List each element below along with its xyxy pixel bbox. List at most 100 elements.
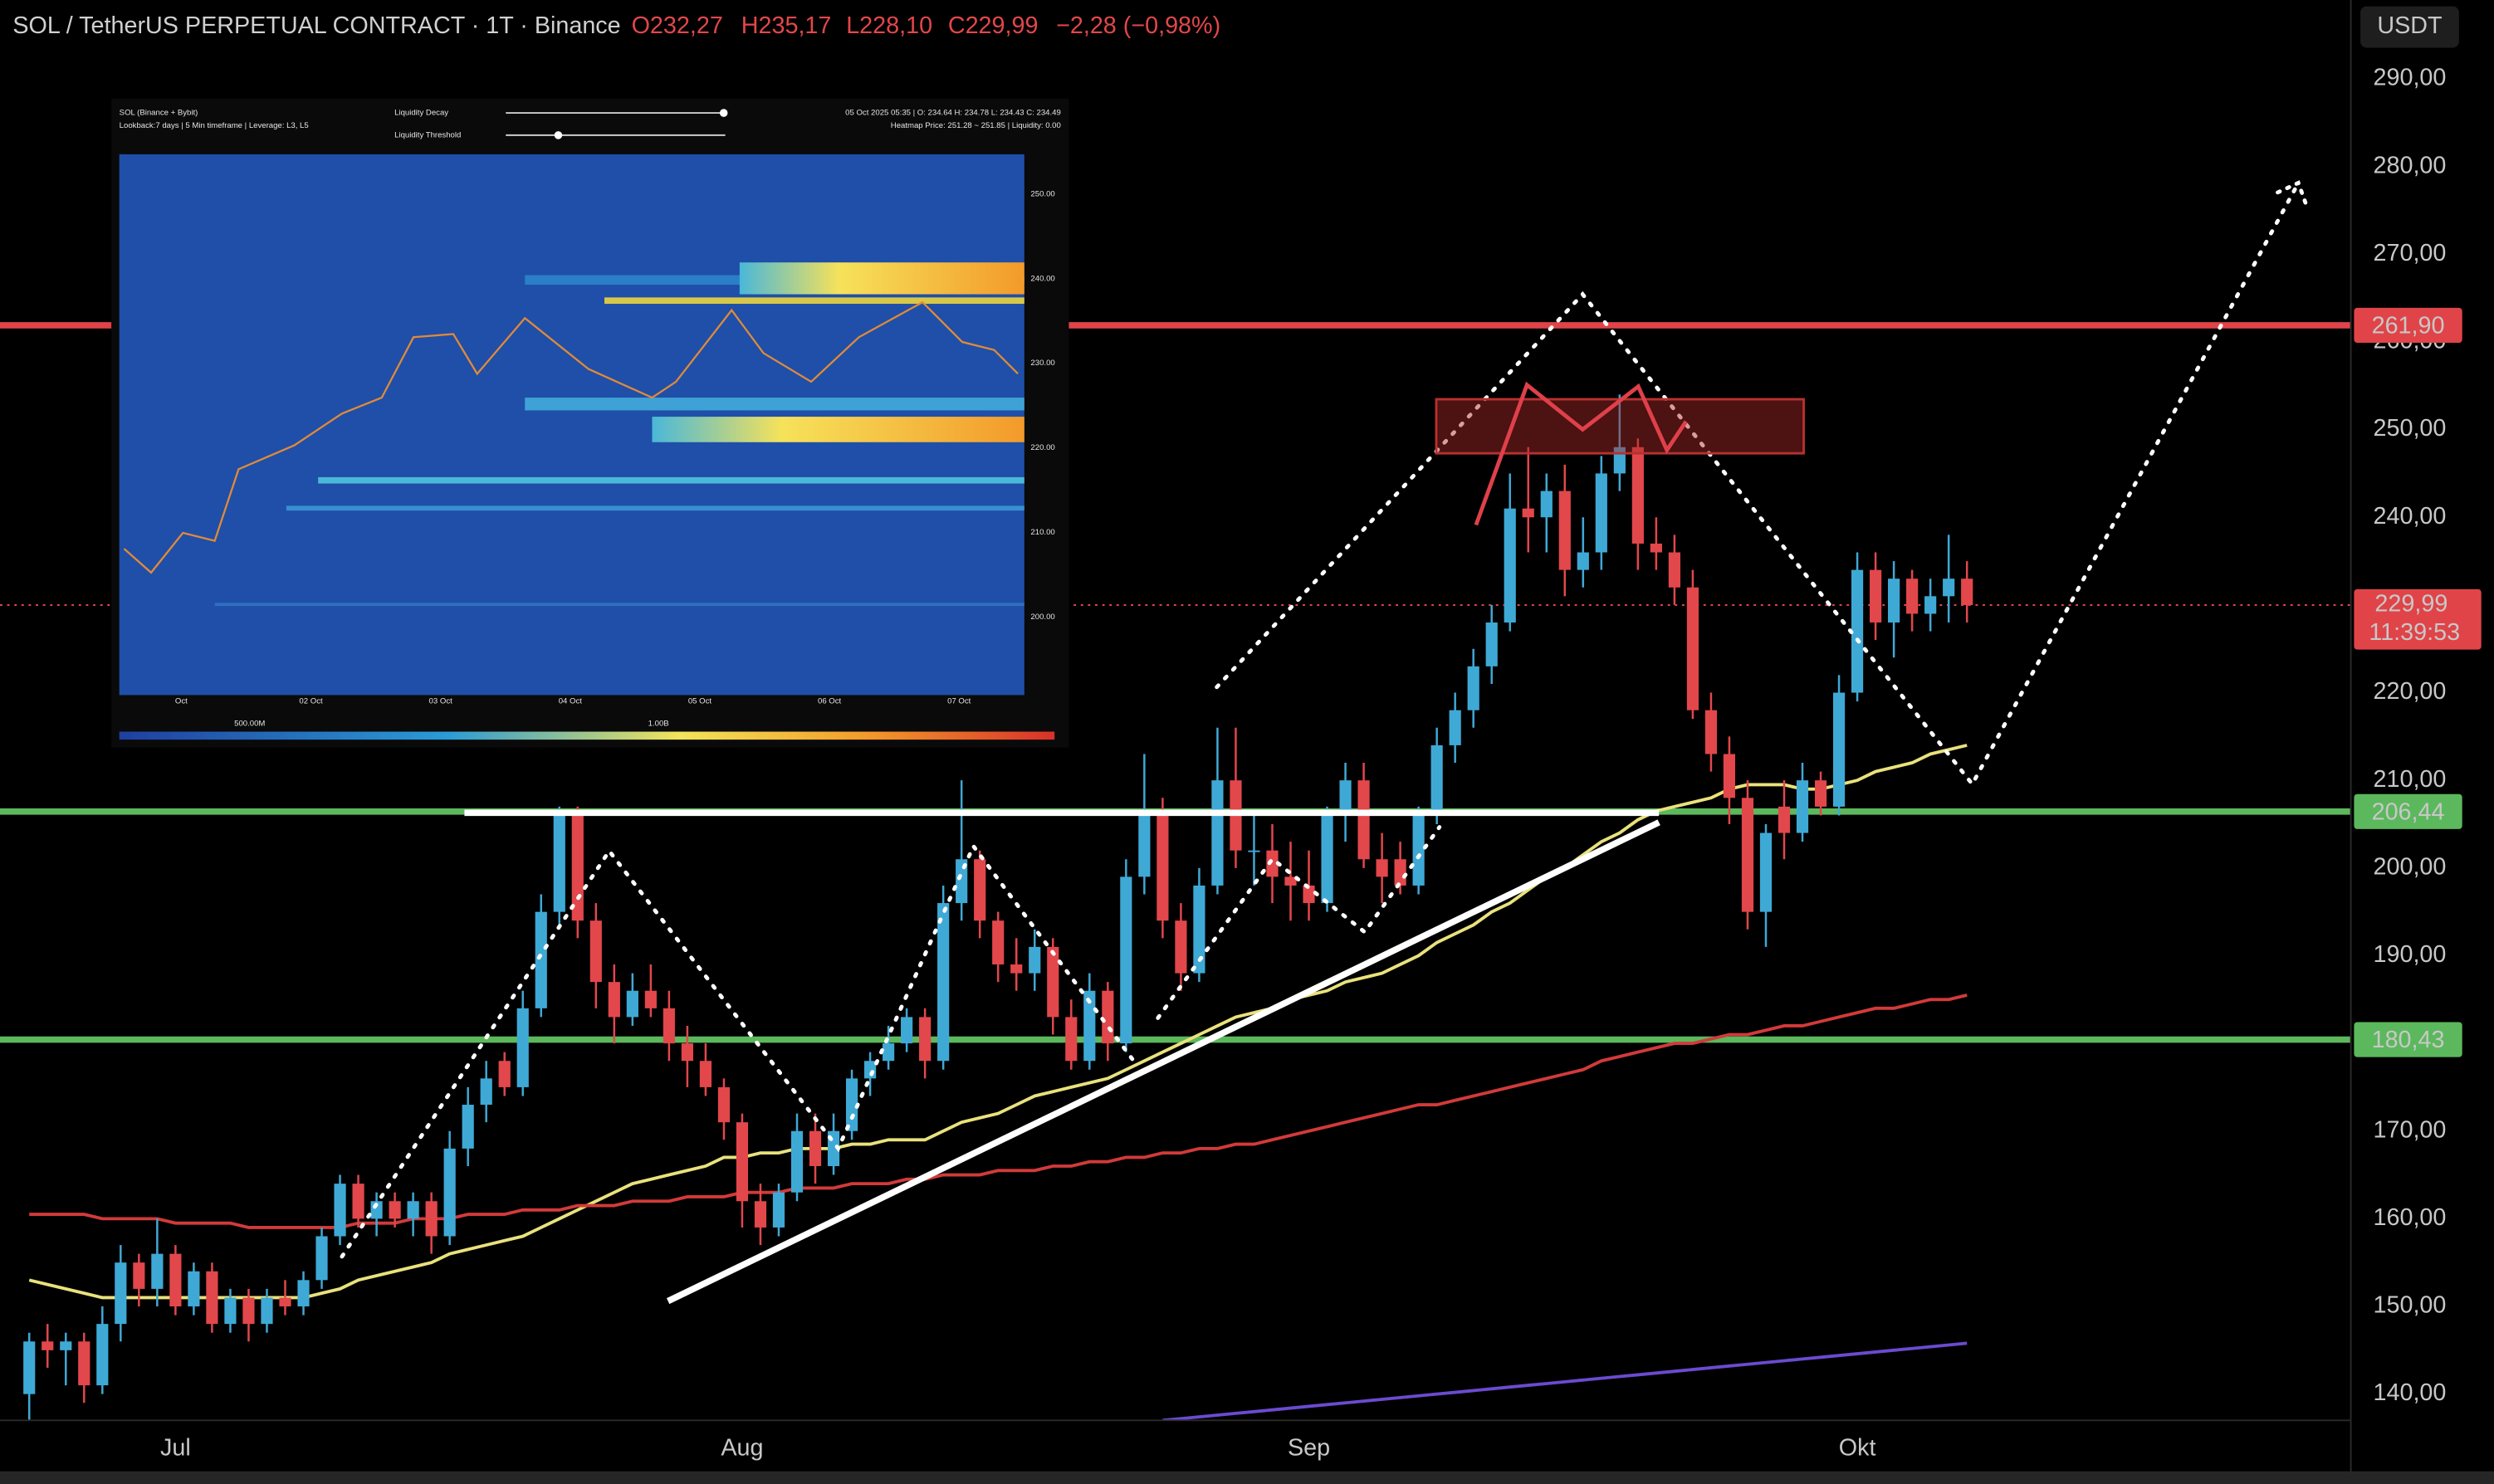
moving-average xyxy=(28,744,1968,1300)
candle-body xyxy=(261,1297,273,1325)
candle-body xyxy=(717,1086,731,1123)
candle-body xyxy=(1796,780,1809,833)
candle-body xyxy=(1193,885,1205,974)
heat-band xyxy=(525,398,1024,411)
currency-label: USDT xyxy=(2377,12,2442,39)
ohlc-close: C229,99 xyxy=(948,12,1039,39)
y-tick-label: 240,00 xyxy=(2374,503,2447,530)
inset-y-tick: 250.00 xyxy=(1030,189,1054,198)
projection-arrow xyxy=(2276,180,2309,207)
candle-body xyxy=(1906,578,1919,614)
control-label: Liquidity Decay xyxy=(394,109,448,118)
y-tick-label: 250,00 xyxy=(2374,415,2447,442)
candle-body xyxy=(407,1201,419,1219)
y-tick-label: 210,00 xyxy=(2374,766,2447,793)
inset-price-line xyxy=(123,300,1019,574)
candle-body xyxy=(1558,491,1571,570)
bottom-strip xyxy=(0,1471,2494,1484)
ohlc-high: H235,17 xyxy=(741,12,832,39)
inset-x-tick: 06 Oct xyxy=(818,697,842,706)
candle-body xyxy=(279,1297,291,1307)
y-tick-label: 170,00 xyxy=(2374,1116,2447,1143)
candle-body xyxy=(1504,508,1516,623)
candle-body xyxy=(1741,798,1754,912)
candle-body xyxy=(1832,692,1846,807)
candle-body xyxy=(1704,710,1718,754)
dotted-path xyxy=(340,842,1135,1259)
candle-body xyxy=(1851,569,1864,693)
inset-x-tick: Oct xyxy=(175,697,188,706)
heatmap-inset: SOL (Binance + Bybit) Lookback:7 days | … xyxy=(111,98,1069,748)
inset-y-tick: 220.00 xyxy=(1030,443,1054,452)
candle-body xyxy=(608,982,620,1018)
slider-knob[interactable] xyxy=(554,131,563,139)
candle-body xyxy=(1522,508,1534,518)
x-tick-label: Aug xyxy=(721,1434,763,1461)
candle-body xyxy=(1303,885,1315,904)
candle-body xyxy=(809,1130,822,1166)
candle-body xyxy=(23,1341,36,1394)
candle-body xyxy=(863,1061,877,1079)
candle-body xyxy=(1631,447,1644,544)
y-tick-label: 190,00 xyxy=(2374,941,2447,968)
candle-body xyxy=(1266,850,1279,877)
x-tick-label: Okt xyxy=(1839,1434,1876,1461)
candle-body xyxy=(96,1324,109,1386)
candle-body xyxy=(1394,859,1406,886)
countdown-label: 11:39:53 xyxy=(2369,619,2460,646)
inset-y-tick: 210.00 xyxy=(1030,528,1054,537)
candle-body xyxy=(937,903,950,1062)
slider-knob[interactable] xyxy=(719,109,728,117)
candle-body xyxy=(736,1122,749,1202)
candle-body xyxy=(334,1184,346,1237)
candle-body xyxy=(1650,543,1662,553)
candle-body xyxy=(754,1201,767,1228)
candle-body xyxy=(188,1271,200,1307)
candle-body xyxy=(297,1280,310,1307)
y-tick-label: 220,00 xyxy=(2374,678,2447,705)
candle-body xyxy=(516,1008,529,1087)
candle-body xyxy=(1321,815,1333,904)
candle-body xyxy=(1430,744,1443,816)
candle-body xyxy=(1047,946,1059,1018)
heat-band xyxy=(739,262,1024,295)
candle-body xyxy=(1029,946,1041,974)
candle-body xyxy=(845,1078,858,1131)
candle-body xyxy=(206,1271,218,1325)
currency-button[interactable] xyxy=(2360,6,2459,48)
control-label: Liquidity Threshold xyxy=(394,130,461,139)
x-tick-label: Sep xyxy=(1288,1434,1330,1461)
heat-band xyxy=(604,297,1024,305)
candle-body xyxy=(1138,815,1151,877)
inset-x-tick: 03 Oct xyxy=(429,697,453,706)
level-label-box xyxy=(2354,307,2462,343)
candle-body xyxy=(1120,876,1132,1044)
candle-body xyxy=(553,815,565,912)
candle-body xyxy=(42,1341,54,1350)
y-tick-label: 270,00 xyxy=(2374,240,2447,266)
colorbar-label: 500.00M xyxy=(234,719,265,728)
candle-body xyxy=(589,920,602,983)
candle-body xyxy=(1888,578,1900,623)
candle-body xyxy=(1595,473,1607,553)
candle-body xyxy=(151,1253,164,1289)
candle-body xyxy=(1065,1017,1078,1062)
candle-body xyxy=(60,1341,72,1350)
inset-x-tick: 05 Oct xyxy=(688,697,712,706)
moving-averages xyxy=(28,744,1968,1421)
drawings xyxy=(340,180,2309,1305)
candle-body xyxy=(1010,964,1023,974)
candle-body xyxy=(1723,754,1736,798)
y-tick-label: 140,00 xyxy=(2374,1379,2447,1406)
header: SOL / TetherUS PERPETUAL CONTRACT · 1T ·… xyxy=(12,12,1220,39)
y-tick-label: 160,00 xyxy=(2374,1204,2447,1231)
candle-body xyxy=(462,1105,474,1149)
dotted-path xyxy=(1156,825,1442,1020)
candle-body xyxy=(480,1078,492,1106)
heat-band xyxy=(214,603,1024,607)
candle-body xyxy=(1540,491,1553,518)
candle-body xyxy=(681,1043,693,1062)
candle-body xyxy=(443,1148,456,1237)
